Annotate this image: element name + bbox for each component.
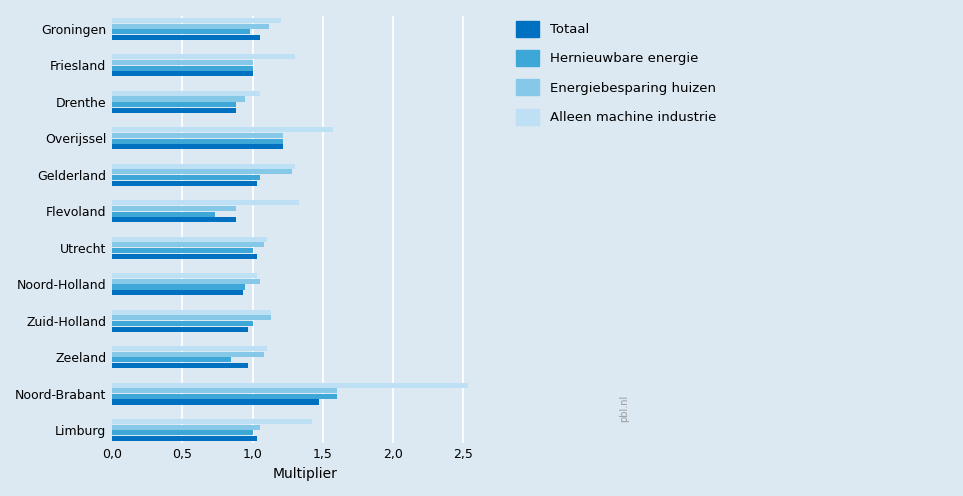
Bar [112,425,260,430]
Bar [112,206,236,211]
Bar [112,326,248,332]
Bar [112,253,257,259]
Bar [112,363,248,368]
Bar [112,65,252,71]
Bar [112,133,283,138]
Bar [112,35,260,40]
Bar [112,60,252,65]
Bar [112,144,283,149]
Bar [112,290,243,295]
Bar [112,346,267,351]
X-axis label: Multiplier: Multiplier [273,467,338,481]
Bar [112,394,337,399]
Legend: Totaal, Hernieuwbare energie, Energiebesparing huizen, Alleen machine industrie: Totaal, Hernieuwbare energie, Energiebes… [509,14,723,131]
Bar [112,315,271,320]
Bar [112,29,249,34]
Bar [112,248,252,253]
Bar [112,181,257,186]
Bar [112,108,236,113]
Bar [112,284,246,290]
Bar [112,164,295,169]
Bar [112,96,246,102]
Bar [112,71,252,76]
Bar [112,419,312,424]
Bar [112,237,267,242]
Bar [112,352,264,357]
Bar [112,382,468,388]
Bar [112,273,257,278]
Bar [112,211,215,217]
Bar [112,358,231,363]
Bar [112,217,236,222]
Text: pbl.nl: pbl.nl [619,394,629,422]
Bar [112,175,260,180]
Bar [112,55,295,60]
Bar [112,138,283,144]
Bar [112,127,332,132]
Bar [112,18,280,23]
Bar [112,91,260,96]
Bar [112,436,257,441]
Bar [112,279,260,284]
Bar [112,388,337,393]
Bar [112,23,270,29]
Bar [112,170,292,175]
Bar [112,321,252,326]
Bar [112,431,252,435]
Bar [112,200,299,205]
Bar [112,102,236,107]
Bar [112,243,264,248]
Bar [112,399,319,405]
Bar [112,310,271,314]
